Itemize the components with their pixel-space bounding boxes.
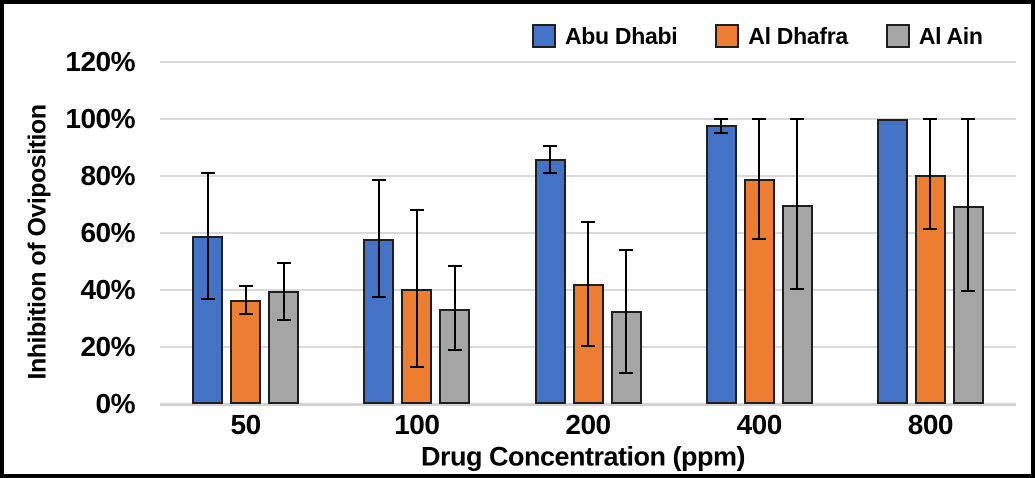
- error-bar-cap: [714, 118, 729, 120]
- error-bar-cap: [961, 290, 976, 293]
- error-bar-cap: [371, 296, 386, 299]
- y-tick-label: 20%: [80, 331, 135, 362]
- x-tick-label: 400: [736, 409, 783, 440]
- error-bar-cap: [961, 118, 976, 120]
- error-bar-cap: [790, 118, 805, 120]
- error-bar-cap: [581, 220, 595, 223]
- legend-label-al-ain: Al Ain: [918, 22, 983, 49]
- error-bar: [720, 119, 723, 134]
- error-bar-cap: [714, 132, 729, 135]
- bar-al-dhafra-50: [230, 299, 262, 404]
- legend-label-abu-dhabi: Abu Dhabi: [565, 22, 678, 49]
- y-tick-label: 40%: [80, 274, 135, 305]
- gridline: [160, 175, 1016, 177]
- error-bar-cap: [581, 344, 595, 347]
- error-bar-cap: [543, 172, 557, 175]
- error-bar-cap: [619, 371, 633, 374]
- x-tick-label: 100: [394, 409, 440, 440]
- error-bar: [206, 173, 209, 299]
- error-bar: [967, 119, 970, 292]
- error-bar-cap: [447, 348, 462, 351]
- error-bar: [758, 119, 761, 239]
- chart-legend: Abu Dhabi Al Dhafra Al Ain: [532, 19, 983, 53]
- error-bar-cap: [238, 284, 253, 287]
- error-bar: [796, 119, 799, 289]
- y-tick-label: 120%: [65, 46, 135, 77]
- x-tick-label: 50: [230, 409, 262, 440]
- bar-abu-dhabi-100: [363, 238, 395, 404]
- x-axis-line: [160, 403, 1016, 406]
- error-bar: [625, 250, 627, 373]
- error-bar-cap: [200, 297, 215, 300]
- error-bar-cap: [447, 264, 462, 267]
- legend-swatch-abu-dhabi-icon: [532, 24, 556, 48]
- error-bar-cap: [371, 179, 386, 182]
- x-tick-label: 800: [907, 409, 954, 440]
- error-bar-cap: [276, 318, 291, 321]
- error-bar-cap: [543, 145, 557, 148]
- error-bar: [415, 210, 418, 367]
- error-bar-cap: [923, 227, 938, 230]
- bar-abu-dhabi-400: [705, 124, 737, 404]
- error-bar-cap: [752, 118, 767, 120]
- x-axis-title: Drug Concentration (ppm): [421, 441, 745, 472]
- legend-item-al-ain: Al Ain: [885, 22, 983, 50]
- x-tick-label: 200: [565, 409, 611, 440]
- gridline: [160, 61, 1016, 63]
- y-tick-label: 80%: [80, 160, 135, 191]
- error-bar-cap: [752, 237, 767, 240]
- legend-swatch-al-dhafra-icon: [715, 24, 740, 48]
- error-bar-cap: [238, 313, 253, 316]
- error-bar-cap: [200, 172, 215, 175]
- bar-abu-dhabi-200: [534, 158, 566, 404]
- error-bar: [587, 221, 589, 346]
- error-bar: [929, 119, 932, 229]
- legend-label-al-dhafra: Al Dhafra: [748, 22, 848, 49]
- error-bar-cap: [923, 118, 938, 120]
- y-tick-label: 100%: [65, 103, 135, 134]
- error-bar-cap: [276, 261, 291, 264]
- y-tick-label: 0%: [95, 388, 136, 419]
- legend-item-al-dhafra: Al Dhafra: [715, 23, 848, 50]
- error-bar: [377, 180, 380, 298]
- error-bar: [244, 285, 247, 315]
- error-bar: [549, 146, 551, 174]
- legend-swatch-al-ain-icon: [885, 24, 910, 48]
- error-bar: [453, 265, 456, 350]
- error-bar-cap: [619, 249, 633, 252]
- error-bar-cap: [409, 209, 424, 212]
- gridline: [160, 118, 1016, 120]
- error-bar-cap: [790, 287, 805, 290]
- legend-item-abu-dhabi: Abu Dhabi: [532, 22, 678, 50]
- error-bar-cap: [409, 365, 424, 368]
- y-tick-label: 60%: [80, 217, 135, 248]
- bar-abu-dhabi-800: [876, 119, 908, 404]
- error-bar: [282, 262, 285, 320]
